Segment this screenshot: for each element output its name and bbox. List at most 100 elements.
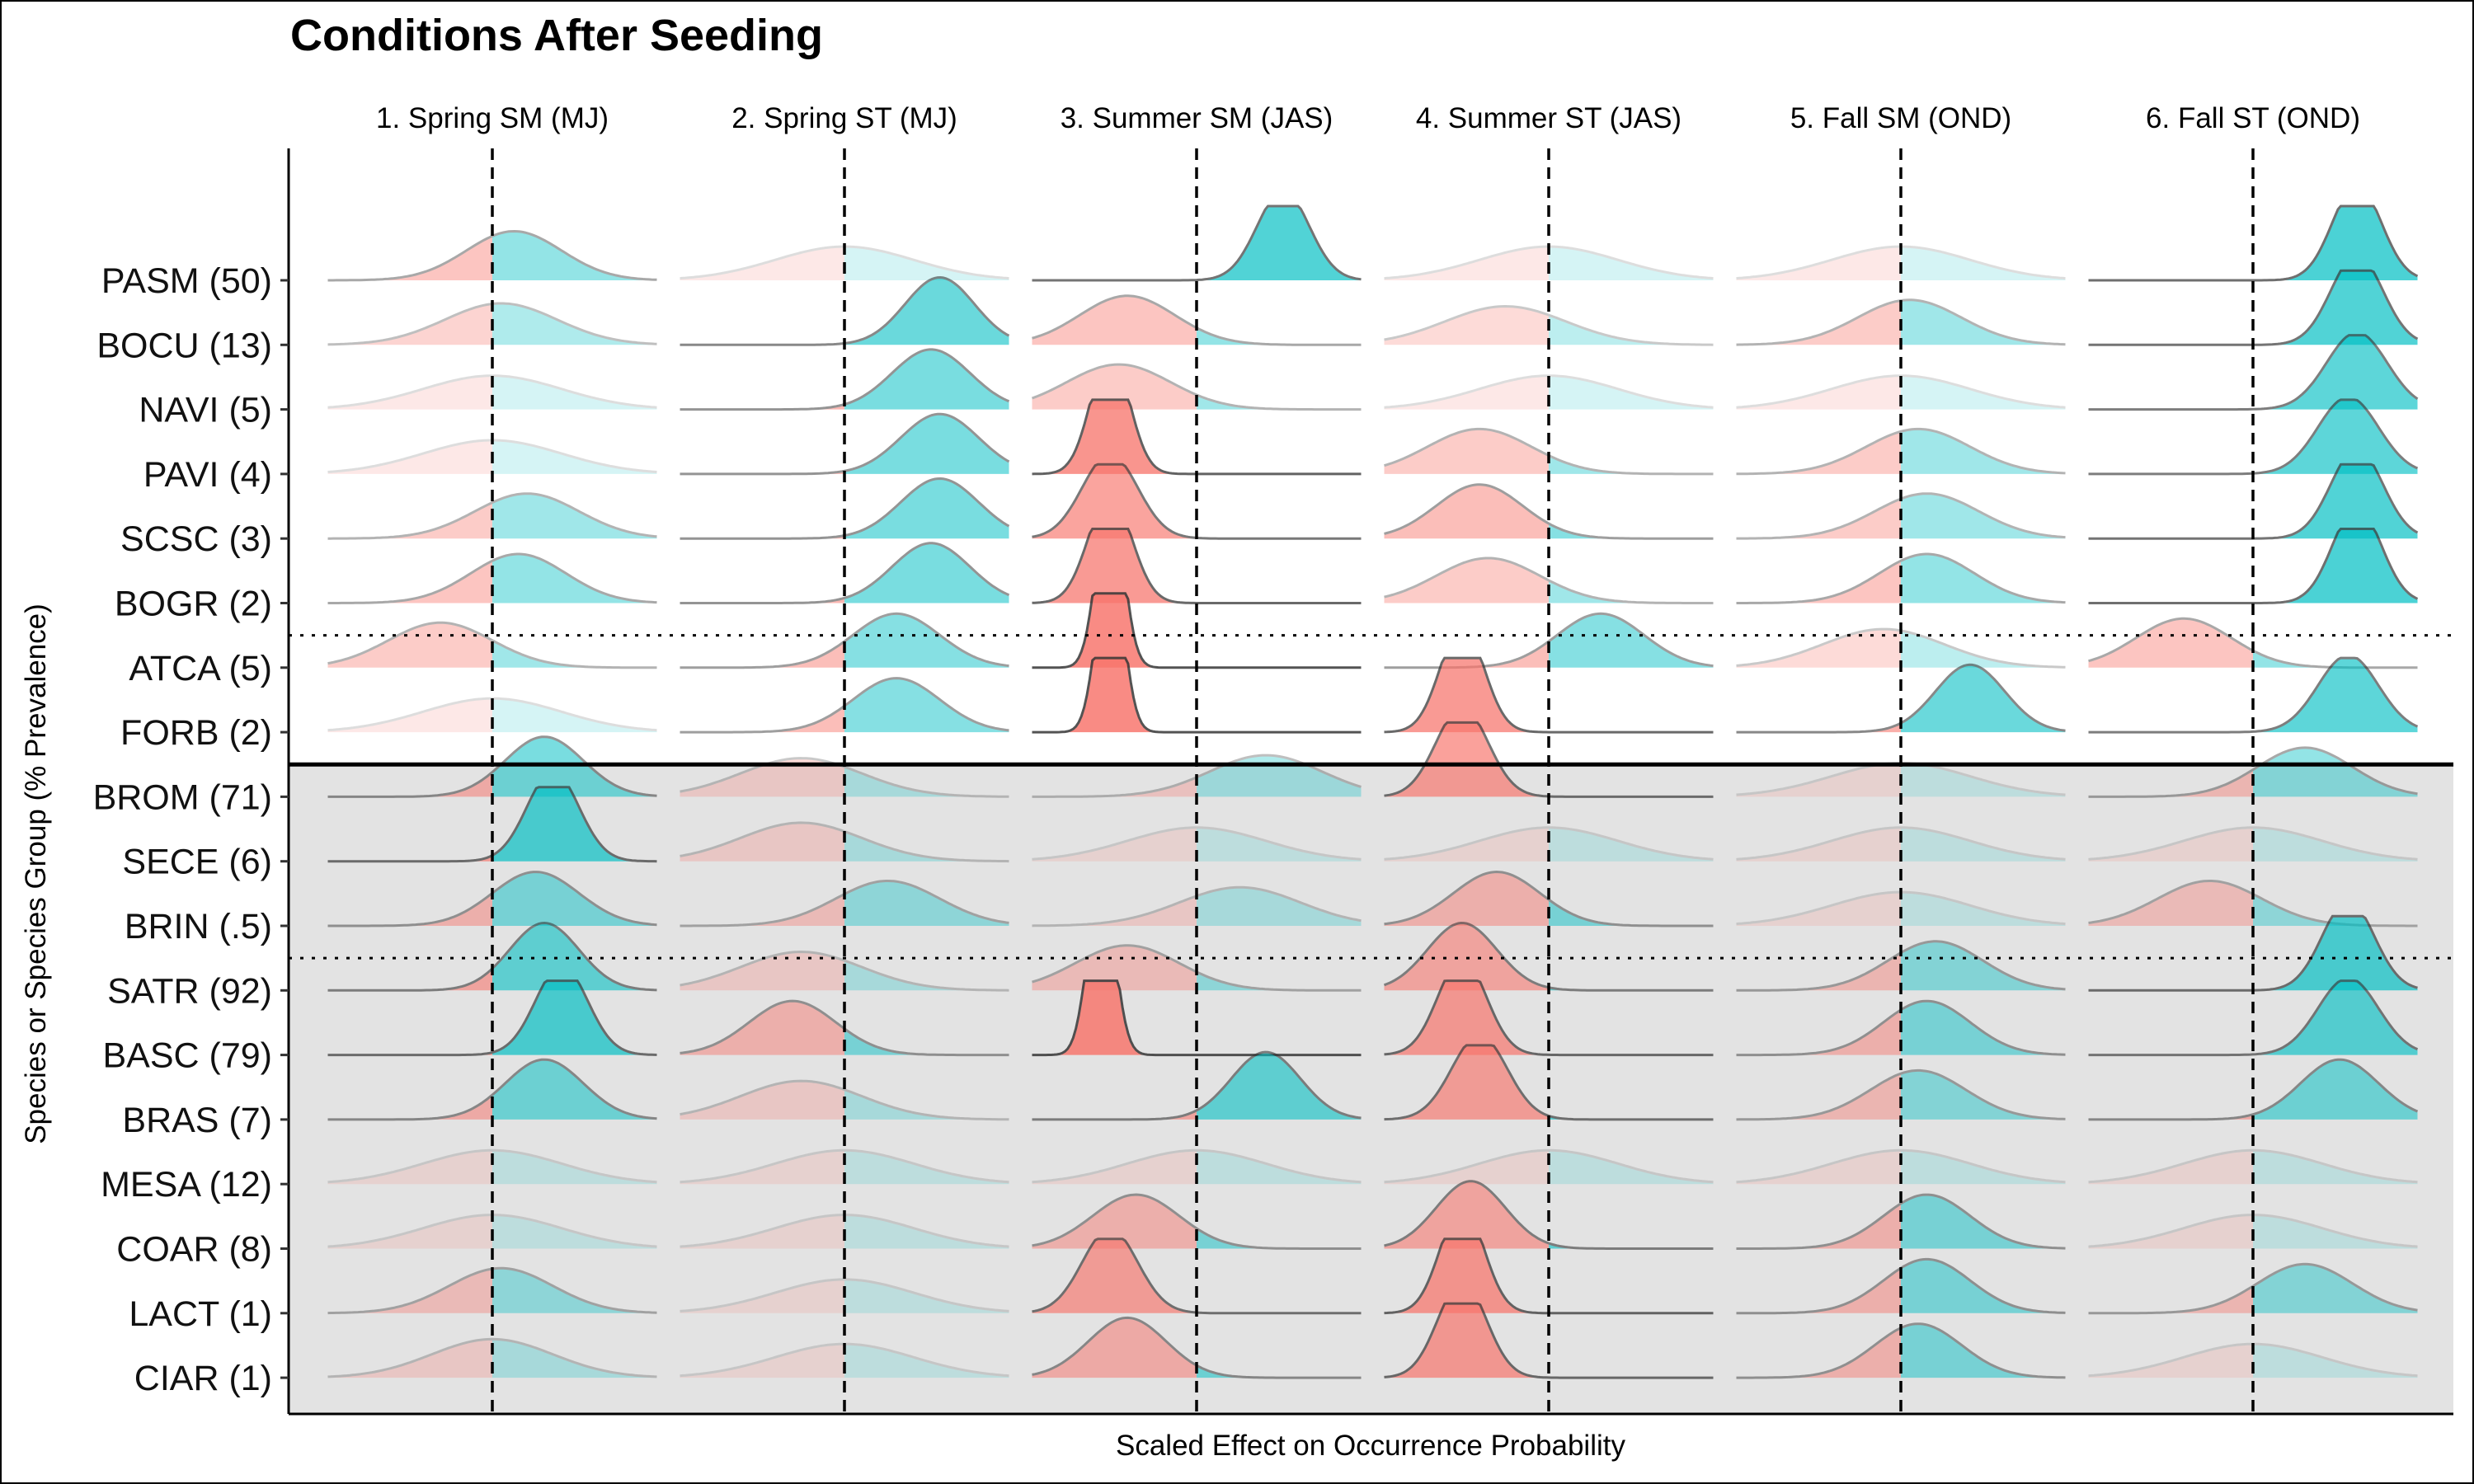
- ridge: [1032, 1148, 1362, 1185]
- ridge-fill: [680, 613, 1009, 668]
- ridge-fill: [2088, 270, 2418, 345]
- chart-title: Conditions After Seeding: [290, 11, 823, 60]
- ridge-outline: [327, 552, 657, 604]
- ridge-fill: [327, 1059, 657, 1120]
- ridge-outline: [680, 1148, 1009, 1184]
- group-separators: [289, 634, 2453, 960]
- facet-label: 2. Spring ST (MJ): [731, 102, 957, 134]
- ridge: [1384, 483, 1714, 540]
- x-axis-title: Scaled Effect on Occurrence Probability: [1116, 1430, 1626, 1462]
- ridge-fill: [327, 1339, 657, 1378]
- row-label: FORB (2): [120, 713, 272, 753]
- ridge: [2088, 1148, 2418, 1185]
- ridge-outline: [327, 1058, 657, 1121]
- ridge-fill: [680, 478, 1009, 539]
- ridge: [1384, 826, 1714, 862]
- ridge-fill: [2088, 1059, 2418, 1120]
- ridge-fill: [680, 1001, 1009, 1055]
- ridge-outline: [680, 612, 1009, 669]
- ridge-outline: [2088, 204, 2419, 282]
- ridge-outline: [2088, 334, 2419, 411]
- ridge-outline: [1032, 1050, 1362, 1121]
- ridge-fill: [1384, 1303, 1714, 1378]
- facet-label: 1. Spring SM (MJ): [376, 102, 609, 134]
- ridge-outline: [2088, 656, 2419, 734]
- ridge: [1384, 979, 1714, 1057]
- row-label: BROM (71): [93, 777, 272, 817]
- ridge-fill: [327, 736, 657, 797]
- ridge-outline: [327, 979, 657, 1057]
- ridge: [1736, 1068, 2066, 1121]
- row-label: BASC (79): [102, 1036, 272, 1076]
- ridge: [1031, 363, 1362, 411]
- ridge-fill: [1032, 464, 1362, 539]
- ridge-outline: [2088, 528, 2419, 604]
- ridge-fill: [1032, 399, 1362, 474]
- ridge-fill: [1032, 1317, 1362, 1378]
- ridge-fill: [1032, 1052, 1362, 1120]
- ridge-fill: [1384, 827, 1714, 862]
- ridge-fill: [1736, 827, 2066, 862]
- ridge-outline: [680, 1278, 1009, 1313]
- ridge-fill: [327, 1150, 657, 1185]
- ridge-fill: [1032, 1238, 1362, 1313]
- ridge: [680, 612, 1009, 669]
- ridge-outline: [1384, 304, 1714, 346]
- ridge-fill: [1384, 722, 1714, 797]
- ridge-outline: [2088, 746, 2418, 798]
- row-label: BRAS (7): [122, 1101, 272, 1140]
- ridge-outline: [327, 735, 657, 798]
- ridge: [1384, 1180, 1714, 1250]
- ridge-fill: [327, 554, 657, 603]
- ridge-fill: [2088, 618, 2418, 668]
- facet-labels: 1. Spring SM (MJ) 2. Spring ST (MJ) 3. Sum…: [376, 102, 2360, 134]
- ridge-fill: [2088, 827, 2418, 862]
- ridge: [680, 542, 1010, 604]
- row-label: CIAR (1): [134, 1359, 272, 1398]
- ridge-outline: [1736, 427, 2066, 476]
- ridge: [327, 979, 657, 1057]
- ridge-outline: [1736, 1148, 2066, 1184]
- ridge-fill: [327, 787, 657, 862]
- ridge: [1384, 870, 1714, 928]
- ridge-fill: [1384, 1181, 1714, 1249]
- ridge-fill: [680, 277, 1009, 345]
- ridge-fill: [1384, 1045, 1714, 1120]
- row-label: COAR (8): [116, 1230, 272, 1270]
- ridge-outline: [327, 1337, 657, 1378]
- ridge-outline: [1032, 656, 1362, 734]
- ridge-fill: [327, 980, 657, 1055]
- ridge: [1384, 374, 1714, 410]
- ridge-outline: [1736, 374, 2066, 409]
- ridge-fill: [680, 1150, 1009, 1185]
- ridge-fill: [1032, 1195, 1362, 1249]
- row-label: BOGR (2): [115, 585, 272, 624]
- ridge-fill: [1736, 554, 2066, 603]
- ridge-outline: [327, 621, 657, 669]
- ridge: [2088, 204, 2419, 282]
- row-label: MESA (12): [101, 1165, 272, 1205]
- ridge: [1384, 556, 1714, 604]
- ridge-fill: [2088, 747, 2418, 797]
- ridge-outline: [1736, 826, 2066, 861]
- ridge: [327, 1148, 657, 1185]
- ridge-outline: [327, 374, 657, 409]
- ridge: [1736, 552, 2066, 604]
- ridge-fill: [2088, 399, 2418, 474]
- ridge: [1736, 374, 2066, 410]
- group-band: [289, 148, 2453, 636]
- ridge-fill: [1384, 871, 1714, 926]
- ridge-outline: [1032, 1148, 1362, 1184]
- row-label: SCSC (3): [120, 519, 272, 559]
- row-label: SATR (92): [107, 971, 272, 1011]
- row-labels: PASM (50) BOCU (13) NAVI (5) PAVI (4) SCSC (…: [93, 261, 272, 1398]
- ridge-outline: [1032, 204, 1362, 282]
- ridge: [327, 229, 657, 282]
- ridge-outline: [1384, 870, 1714, 928]
- ridge-fill: [327, 698, 657, 733]
- ridge-fill: [2088, 916, 2418, 991]
- ridge-fill: [1384, 1238, 1714, 1313]
- ridge-fill: [680, 542, 1009, 603]
- ridge-outline: [327, 492, 657, 540]
- ridge: [1736, 1148, 2066, 1185]
